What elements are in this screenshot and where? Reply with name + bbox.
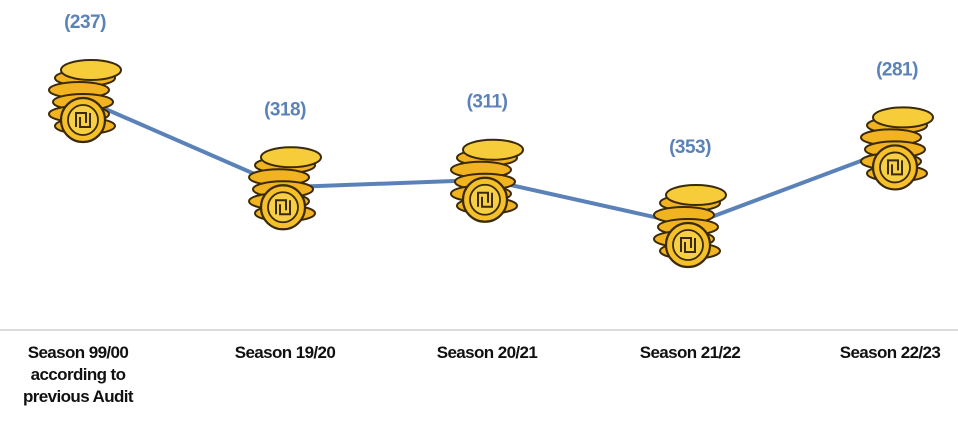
value-label: (237) (64, 12, 106, 33)
x-tick-label: Season 19/20 (234, 343, 336, 362)
value-label: (318) (264, 99, 306, 120)
value-label: (281) (876, 59, 918, 80)
coin-top (60, 59, 122, 81)
x-tick-label: Season 21/22 (639, 343, 741, 362)
coin-top (260, 146, 322, 169)
value-label: (353) (669, 137, 711, 158)
coin-inner (67, 104, 99, 136)
coin-symbol (680, 237, 696, 253)
coin-top (872, 106, 934, 129)
coin-top (462, 138, 524, 161)
coin-inner (672, 229, 704, 261)
coin-symbol (477, 191, 493, 208)
coin-stack (450, 138, 524, 223)
coin-stack (48, 59, 122, 144)
coin-top (665, 184, 727, 206)
coin-stack (860, 106, 934, 191)
coin-stack (653, 184, 727, 269)
coin-symbol (75, 112, 91, 128)
coin-inner (879, 151, 911, 184)
coin-symbol (887, 159, 903, 176)
coin-inner (469, 183, 501, 216)
coin-symbol (275, 199, 291, 216)
coin-inner (267, 191, 299, 224)
x-tick-label: Season 20/21 (436, 343, 538, 362)
x-tick-label: Season 99/00 according to previous Audit (23, 343, 134, 406)
x-tick-label: Season 22/23 (839, 343, 941, 362)
value-label: (311) (467, 92, 508, 113)
coin-stack (248, 146, 322, 231)
